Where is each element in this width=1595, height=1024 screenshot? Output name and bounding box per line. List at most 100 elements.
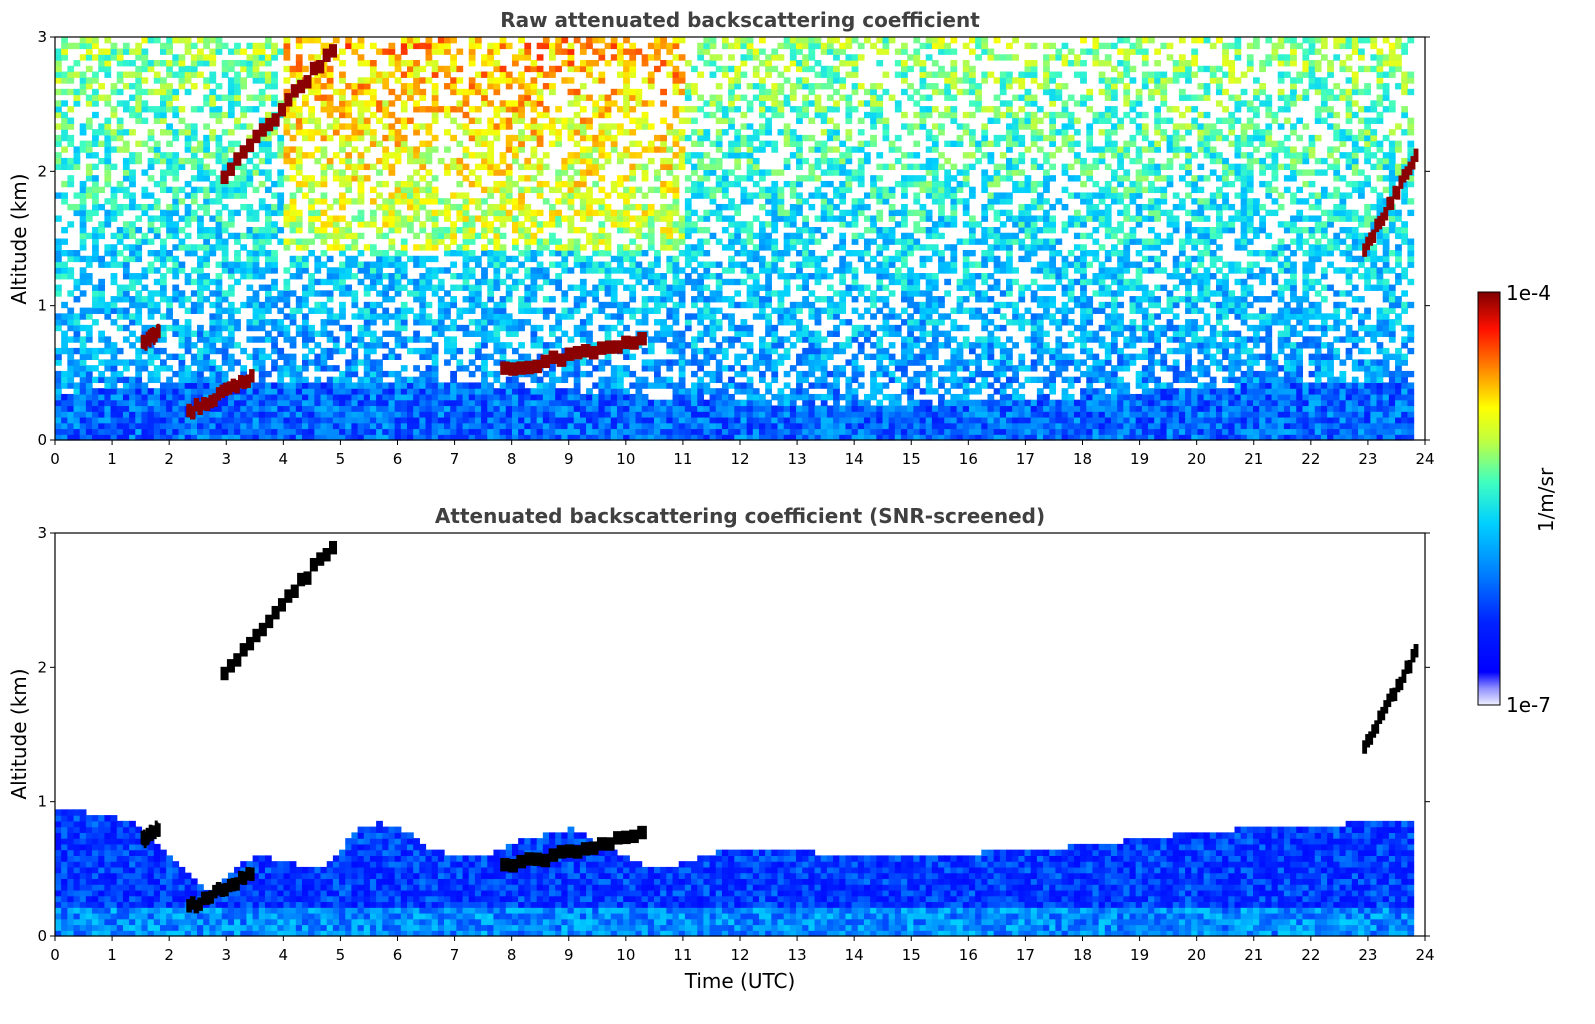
heatmap-cell — [295, 388, 303, 395]
heatmap-cell — [314, 405, 322, 412]
heatmap-cell — [684, 186, 692, 194]
heatmap-cell — [604, 428, 612, 435]
heatmap-cell — [425, 77, 433, 84]
heatmap-cell — [363, 146, 371, 153]
heatmap-cell — [166, 71, 173, 78]
heatmap-cell — [172, 198, 180, 205]
heatmap-cell — [437, 284, 445, 291]
heatmap-cell — [190, 267, 198, 274]
heatmap-cell — [122, 146, 130, 153]
heatmap-cell — [629, 434, 637, 441]
heatmap-cell — [437, 226, 445, 234]
heatmap-cell — [67, 353, 75, 360]
heatmap-cell — [425, 388, 433, 395]
heatmap-cell — [413, 388, 420, 395]
heatmap-cell — [672, 209, 680, 217]
heatmap-cell — [549, 324, 556, 332]
heatmap-cell — [92, 319, 99, 326]
heatmap-cell — [339, 399, 346, 407]
heatmap-cell — [116, 180, 124, 188]
heatmap-cell — [499, 405, 507, 412]
heatmap-cell — [283, 416, 291, 424]
heatmap-cell — [227, 336, 235, 343]
heatmap-cell — [240, 203, 248, 211]
heatmap-cell — [462, 238, 470, 245]
heatmap-cell — [135, 71, 143, 78]
heatmap-cell — [98, 157, 106, 165]
heatmap-cell — [308, 134, 315, 142]
heatmap-cell — [549, 411, 556, 418]
heatmap-cell — [616, 71, 624, 78]
heatmap-cell — [629, 71, 637, 78]
heatmap-cell — [166, 232, 173, 240]
heatmap-cell — [283, 428, 291, 435]
heatmap-cell — [635, 100, 643, 107]
heatmap-cell — [104, 388, 112, 395]
heatmap-cell — [493, 163, 501, 171]
heatmap-cell — [672, 411, 680, 418]
heatmap-cell — [271, 296, 278, 303]
heatmap-cell — [450, 376, 457, 384]
heatmap-cell — [326, 267, 334, 274]
heatmap-cell — [178, 416, 186, 424]
heatmap-cell — [172, 209, 180, 217]
heatmap-cell — [660, 330, 667, 337]
heatmap-cell — [419, 393, 427, 401]
heatmap-cell — [481, 399, 488, 407]
heatmap-cell — [197, 175, 204, 182]
heatmap-cell — [264, 296, 272, 303]
heatmap-cell — [444, 71, 451, 78]
heatmap-cell — [703, 42, 711, 50]
heatmap-cell — [728, 324, 735, 332]
heatmap-cell — [691, 140, 698, 147]
heatmap-cell — [382, 307, 390, 314]
heatmap-cell — [122, 261, 130, 268]
heatmap-cell — [579, 336, 587, 343]
heatmap-cell — [283, 129, 291, 136]
heatmap-cell — [283, 106, 291, 113]
heatmap-cell — [431, 192, 439, 199]
heatmap-cell — [363, 88, 371, 96]
heatmap-cell — [697, 365, 705, 372]
heatmap-cell — [178, 336, 186, 343]
heatmap-cell — [567, 267, 575, 274]
heatmap-cell — [413, 319, 420, 326]
heatmap-cell — [246, 301, 254, 309]
heatmap-cell — [530, 399, 538, 407]
heatmap-cell — [203, 382, 210, 389]
heatmap-cell — [499, 347, 507, 355]
heatmap-cell — [283, 221, 291, 228]
heatmap-cell — [623, 129, 630, 136]
heatmap-cell — [400, 365, 408, 372]
heatmap-cell — [184, 71, 192, 78]
heatmap-cell — [703, 111, 711, 119]
heatmap-cell — [116, 238, 124, 245]
heatmap-cell — [684, 434, 692, 441]
heatmap-cell — [654, 250, 661, 257]
heatmap-cell — [55, 428, 62, 435]
heatmap-cell — [598, 232, 606, 240]
heatmap-cell — [691, 117, 698, 124]
heatmap-cell — [511, 152, 519, 159]
heatmap-cell — [660, 376, 667, 384]
heatmap-cell — [295, 301, 303, 309]
heatmap-cell — [450, 347, 457, 355]
heatmap-cell — [740, 60, 748, 67]
heatmap-cell — [369, 186, 377, 194]
heatmap-cell — [542, 152, 550, 159]
heatmap-cell — [271, 284, 278, 291]
heatmap-cell — [184, 342, 192, 349]
heatmap-cell — [660, 88, 667, 96]
heatmap-cell — [369, 163, 377, 171]
heatmap-cell — [666, 416, 674, 424]
heatmap-cell — [561, 60, 569, 67]
heatmap-cell — [110, 382, 118, 389]
heatmap-cell — [413, 290, 420, 297]
heatmap-cell — [629, 186, 637, 194]
heatmap-cell — [332, 106, 340, 113]
heatmap-cell — [524, 94, 532, 101]
heatmap-cell — [709, 393, 717, 401]
heatmap-cell — [153, 365, 161, 372]
heatmap-cell — [703, 169, 711, 176]
heatmap-cell — [55, 255, 62, 263]
